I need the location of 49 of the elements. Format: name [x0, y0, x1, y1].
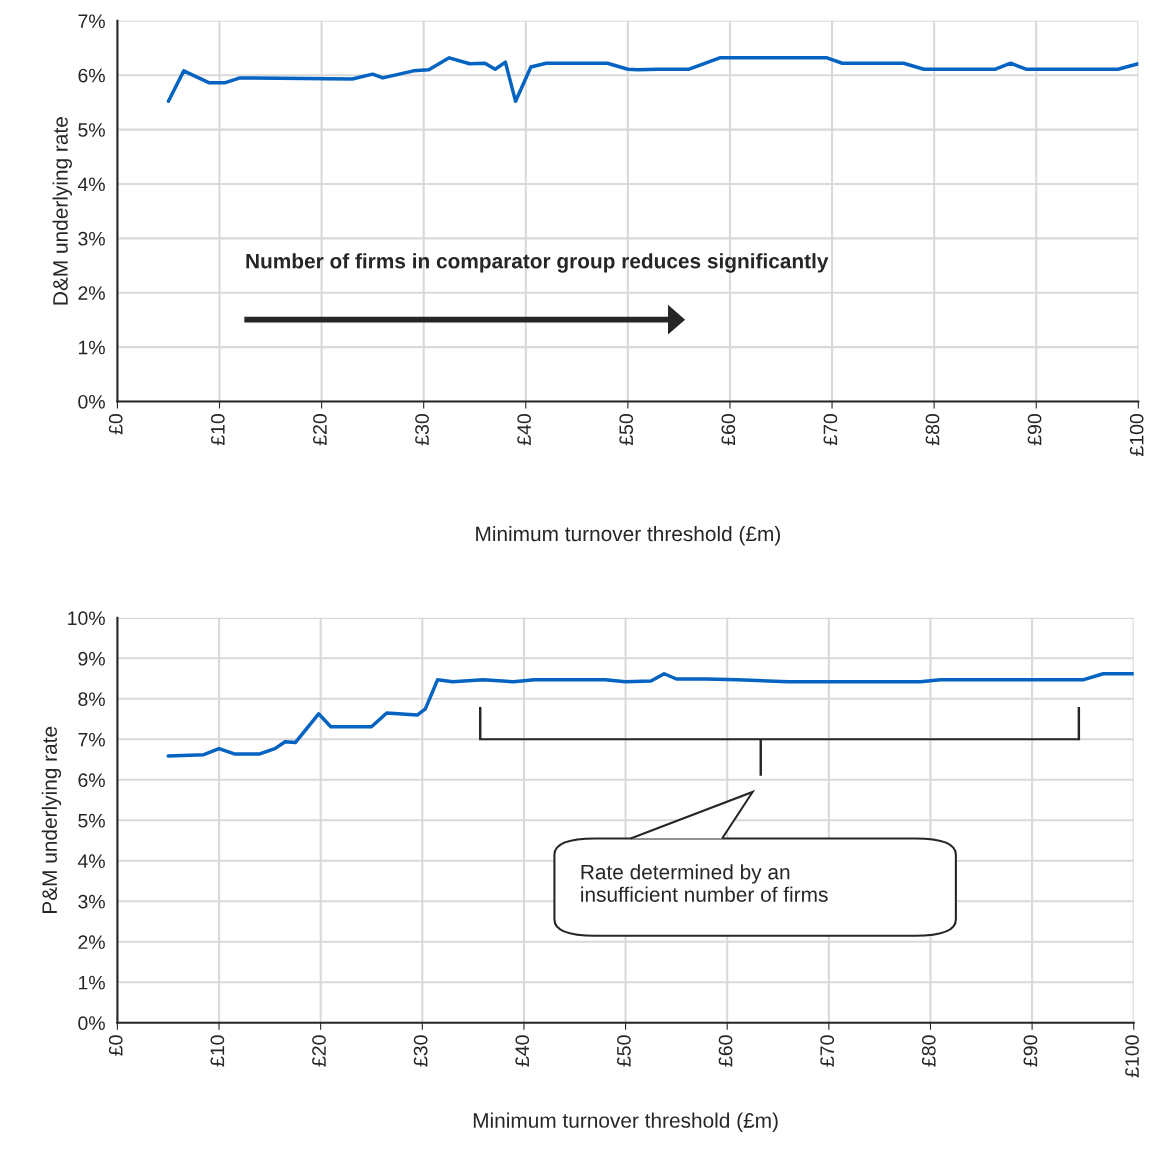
- line-series: [166, 671, 1134, 758]
- x-tick-label: £100: [1125, 1035, 1139, 1078]
- x-tick-label: £20: [312, 1035, 326, 1067]
- y-tick-label: 7%: [78, 14, 105, 28]
- y-tick-label: 1%: [78, 340, 105, 355]
- line-series: [166, 56, 1139, 104]
- x-tick-label: £40: [517, 414, 531, 446]
- x-axis-title: Minimum turnover threshold (£m): [476, 525, 780, 546]
- x-tick-label: £50: [617, 1035, 631, 1067]
- y-tick-label: 1%: [78, 975, 105, 990]
- y-tick-label: 9%: [78, 651, 105, 666]
- y-tick-label: 2%: [78, 935, 105, 949]
- y-tick-label: 6%: [78, 68, 105, 83]
- x-tick-label: £100: [1129, 414, 1144, 456]
- x-tick-label: £70: [820, 1035, 835, 1067]
- y-tick-label: 6%: [78, 773, 105, 788]
- x-tick-label: £60: [721, 414, 736, 446]
- y-tick-label: 0%: [78, 394, 105, 409]
- x-tick-label: £10: [210, 414, 225, 446]
- x-tick-label: £10: [210, 1035, 225, 1067]
- y-tick-label: 5%: [78, 123, 105, 137]
- y-tick-label: 3%: [78, 894, 105, 909]
- x-tick-label: £50: [619, 414, 634, 446]
- x-tick-label: £30: [413, 1035, 428, 1067]
- x-tick-label: £80: [925, 414, 940, 446]
- annotation: Number of firms in comparator group reduces significantly: [246, 253, 829, 273]
- x-tick-label: £30: [415, 414, 429, 446]
- x-tick-label: £0: [108, 1035, 123, 1056]
- x-tick-label: £80: [921, 1035, 936, 1067]
- y-tick-label: 7%: [78, 732, 105, 747]
- y-axis-title: P&M underlying rate: [41, 726, 62, 913]
- x-tick-label: £90: [1027, 414, 1042, 446]
- x-tick-label: £20: [313, 414, 327, 446]
- y-tick-label: 10%: [68, 611, 105, 626]
- y-tick-label: 3%: [78, 231, 105, 246]
- y-axis-title: D&M underlying rate: [52, 117, 72, 305]
- x-tick-label: £0: [108, 414, 123, 435]
- x-tick-label: £40: [515, 1035, 530, 1067]
- x-tick-label: £60: [718, 1035, 733, 1067]
- x-axis-title: Minimum turnover threshold (£m): [473, 1112, 778, 1132]
- y-tick-label: 5%: [78, 813, 105, 828]
- y-tick-label: 2%: [78, 286, 105, 300]
- y-tick-label: 0%: [78, 1016, 105, 1031]
- x-tick-label: £70: [823, 414, 838, 446]
- y-tick-label: 4%: [77, 177, 105, 192]
- y-tick-label: 8%: [78, 692, 105, 707]
- y-tick-label: 4%: [77, 854, 105, 868]
- annotation: Rate determined by an insufficient number of firms: [581, 864, 828, 902]
- x-tick-label: £90: [1023, 1035, 1038, 1067]
